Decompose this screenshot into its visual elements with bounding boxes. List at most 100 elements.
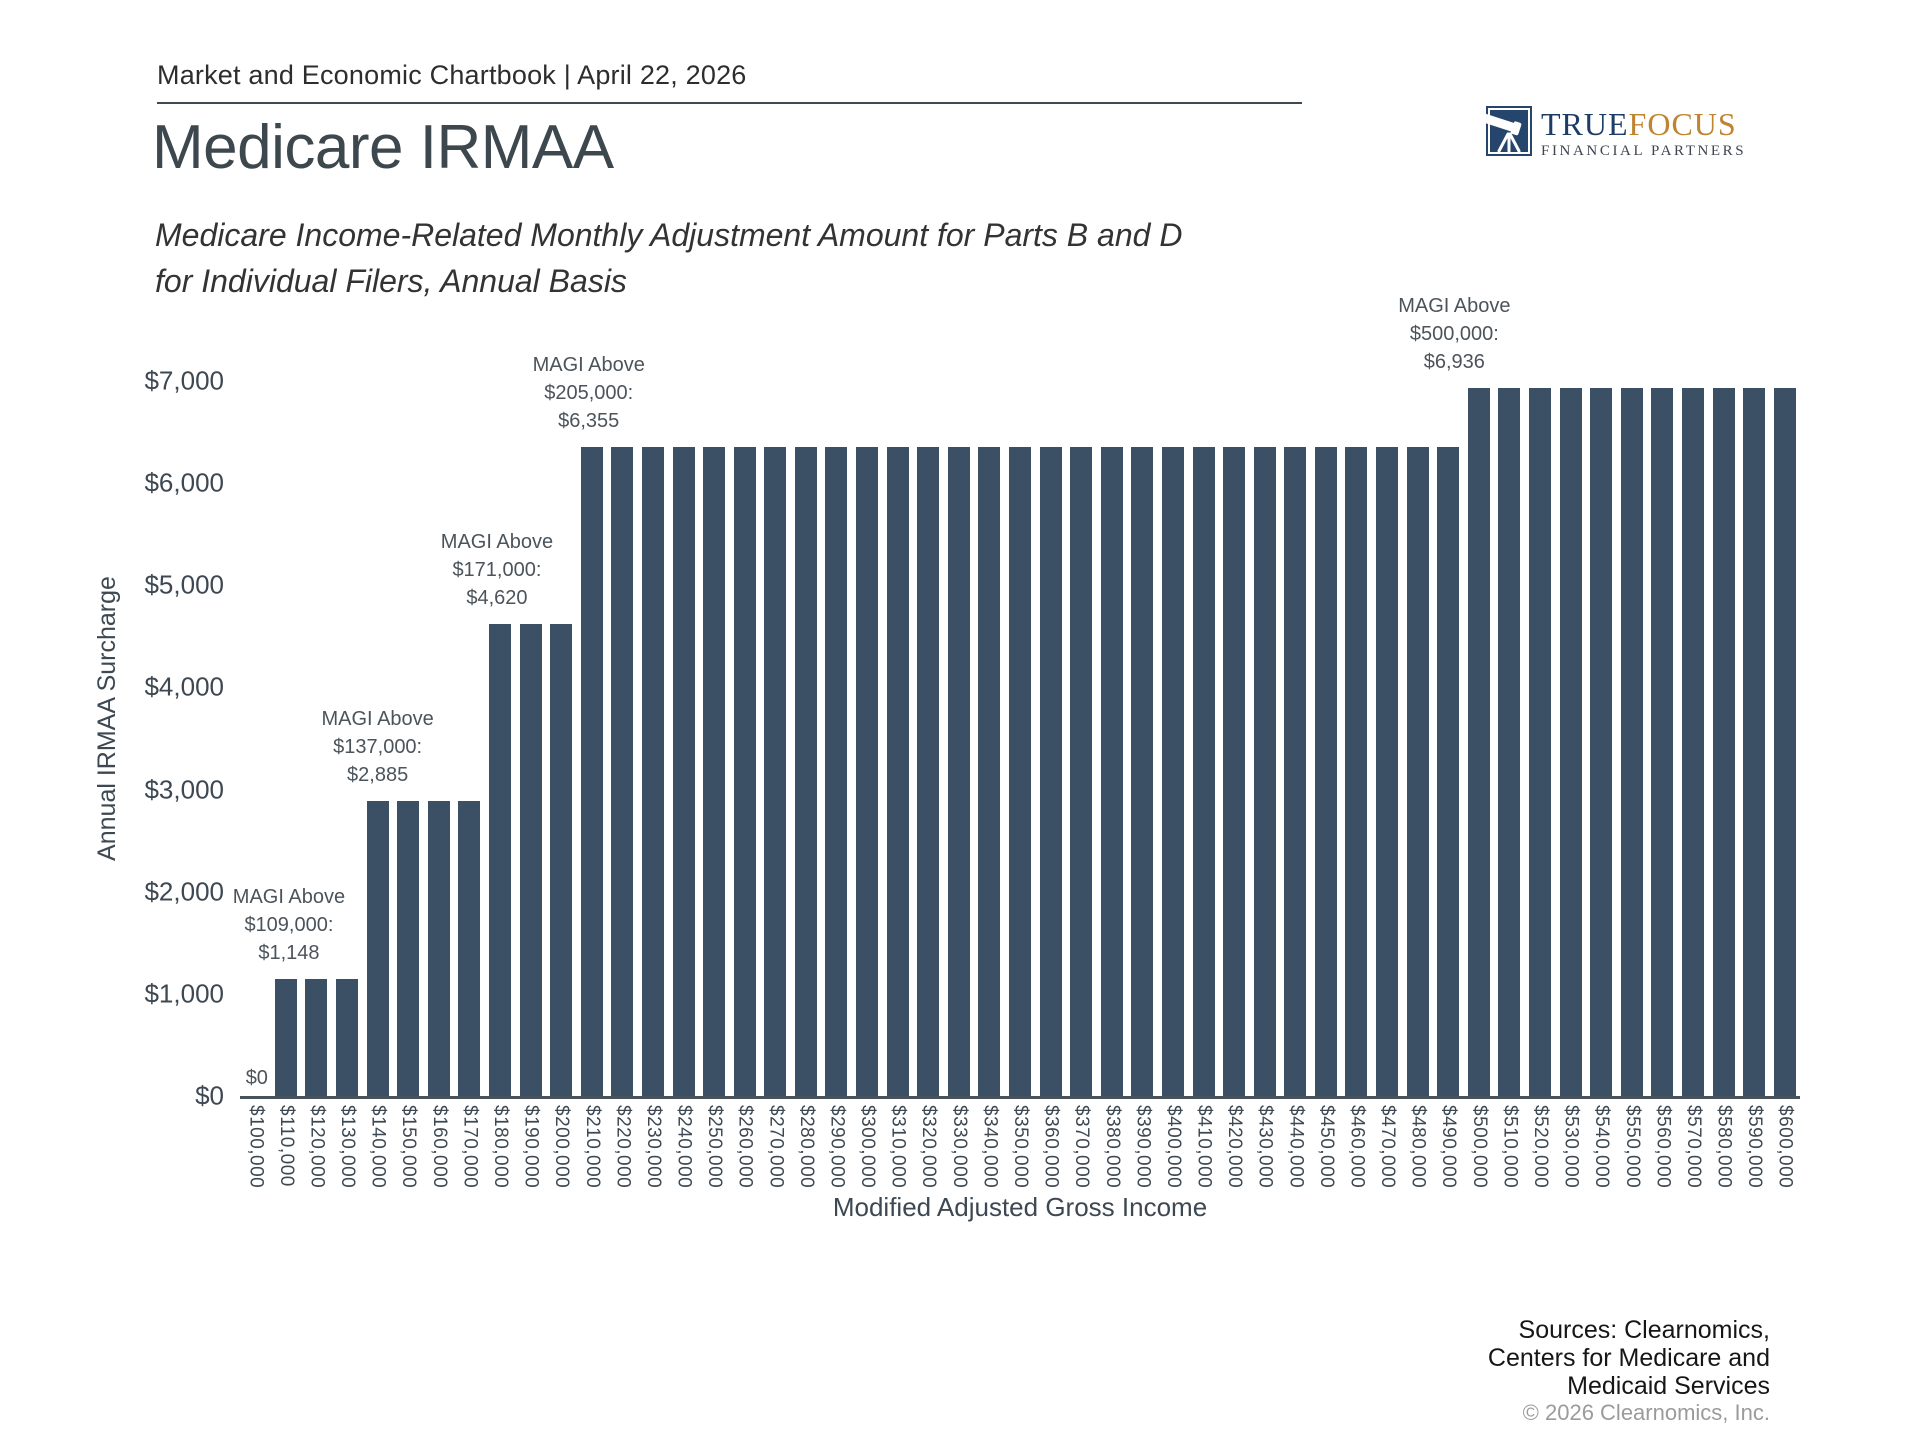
bar bbox=[1559, 387, 1582, 1096]
x-tick-label: $110,000 bbox=[275, 1105, 297, 1187]
y-tick-label: $3,000 bbox=[144, 774, 224, 805]
y-axis-title-wrap: Annual IRMAA Surcharge bbox=[92, 340, 122, 1096]
x-tick-label: $600,000 bbox=[1774, 1105, 1796, 1189]
x-tick-label: $260,000 bbox=[734, 1105, 756, 1189]
x-tick-label: $500,000 bbox=[1468, 1105, 1490, 1189]
page-subtitle-line2: for Individual Filers, Annual Basis bbox=[155, 263, 627, 300]
x-tick-label: $290,000 bbox=[826, 1105, 848, 1189]
bar bbox=[1651, 387, 1674, 1096]
x-axis-ticks: $100,000 $110,000 $120,000 $130,000 $140,000… bbox=[240, 1096, 1800, 1216]
x-tick-label: $120,000 bbox=[306, 1105, 328, 1189]
bar bbox=[1192, 446, 1215, 1096]
y-tick-label: $6,000 bbox=[144, 467, 224, 498]
bar bbox=[703, 446, 726, 1096]
bar bbox=[1498, 387, 1521, 1096]
x-tick-label: $450,000 bbox=[1315, 1105, 1337, 1189]
x-tick-label: $300,000 bbox=[857, 1105, 879, 1189]
y-axis-title: Annual IRMAA Surcharge bbox=[92, 575, 121, 861]
annotation-line: $1,148 bbox=[258, 941, 320, 964]
x-tick-label: $520,000 bbox=[1530, 1105, 1551, 1189]
x-tick-label: $410,000 bbox=[1193, 1105, 1215, 1189]
logo-text: TRUEFOCUS FINANCIAL PARTNERS bbox=[1541, 108, 1746, 160]
x-tick-label: $370,000 bbox=[1071, 1105, 1093, 1189]
annotation-line: $205,000: bbox=[544, 381, 634, 404]
bar bbox=[641, 446, 664, 1096]
x-tick-label: $580,000 bbox=[1713, 1105, 1735, 1189]
bar bbox=[733, 446, 756, 1096]
x-tick-label: $560,000 bbox=[1652, 1105, 1674, 1189]
x-tick-label: $550,000 bbox=[1621, 1105, 1643, 1189]
annotation-line: MAGI Above bbox=[321, 708, 434, 731]
y-tick-label: $1,000 bbox=[144, 978, 224, 1009]
bar bbox=[488, 624, 511, 1096]
x-tick-label: $240,000 bbox=[673, 1105, 695, 1189]
x-tick-label: $160,000 bbox=[428, 1105, 450, 1189]
x-tick-label: $320,000 bbox=[918, 1105, 940, 1189]
magi-annotation: MAGI Above $171,000: $4,620 bbox=[441, 528, 553, 612]
header-divider bbox=[157, 102, 1302, 104]
x-tick-label: $490,000 bbox=[1438, 1105, 1460, 1189]
bar bbox=[794, 446, 817, 1096]
annotation-line: $171,000: bbox=[452, 559, 542, 582]
bar bbox=[886, 446, 909, 1096]
x-tick-label: $570,000 bbox=[1682, 1105, 1704, 1189]
x-tick-label: $280,000 bbox=[795, 1105, 817, 1189]
x-tick-label: $200,000 bbox=[551, 1105, 573, 1189]
annotation-line: $6,936 bbox=[1423, 350, 1485, 373]
bar bbox=[1253, 446, 1276, 1096]
x-tick-label: $150,000 bbox=[398, 1105, 420, 1189]
bar bbox=[1681, 387, 1704, 1096]
annotation-line: $2,885 bbox=[347, 764, 409, 787]
x-tick-label: $100,000 bbox=[245, 1105, 267, 1189]
bar bbox=[1528, 387, 1551, 1096]
sources-line: Sources: Clearnomics, bbox=[1518, 1316, 1770, 1344]
x-tick-label: $230,000 bbox=[642, 1105, 664, 1189]
sources-block: Sources: Clearnomics, Centers for Medica… bbox=[1488, 1316, 1770, 1426]
x-tick-label: $340,000 bbox=[979, 1105, 1001, 1189]
annotation-line: MAGI Above bbox=[532, 353, 645, 376]
x-tick-label: $540,000 bbox=[1591, 1105, 1613, 1189]
magi-annotation: MAGI Above $500,000: $6,936 bbox=[1398, 292, 1510, 376]
x-tick-label: $380,000 bbox=[1101, 1105, 1123, 1189]
annotation-line: MAGI Above bbox=[440, 531, 554, 554]
bar bbox=[1008, 446, 1031, 1096]
bar bbox=[397, 801, 420, 1096]
x-tick-label: $330,000 bbox=[948, 1105, 970, 1189]
annotation-line: $109,000: bbox=[244, 913, 334, 936]
x-tick-label: $460,000 bbox=[1346, 1105, 1368, 1189]
annotation-line: MAGI Above bbox=[1398, 294, 1511, 317]
bar bbox=[1712, 387, 1735, 1096]
bar bbox=[458, 801, 481, 1096]
x-tick-label: $420,000 bbox=[1224, 1105, 1246, 1189]
bar bbox=[825, 446, 848, 1096]
bar bbox=[672, 446, 695, 1096]
x-tick-label: $130,000 bbox=[337, 1105, 359, 1189]
bar bbox=[856, 446, 879, 1096]
bar bbox=[1376, 446, 1399, 1096]
sources-line: Medicaid Services bbox=[1567, 1372, 1770, 1400]
x-tick-label: $510,000 bbox=[1499, 1105, 1521, 1189]
x-tick-label: $220,000 bbox=[612, 1105, 634, 1189]
bar bbox=[366, 801, 389, 1096]
x-tick-label: $190,000 bbox=[520, 1105, 542, 1189]
magi-annotation: MAGI Above $205,000: $6,355 bbox=[533, 351, 645, 435]
y-tick-label: $7,000 bbox=[144, 365, 224, 396]
bar bbox=[1070, 446, 1093, 1096]
y-tick-label: $5,000 bbox=[144, 569, 224, 600]
bar bbox=[550, 624, 573, 1096]
annotation-line: $500,000: bbox=[1409, 322, 1499, 345]
bar bbox=[1100, 446, 1123, 1096]
annotation-line: $6,355 bbox=[558, 409, 620, 432]
bar bbox=[917, 446, 940, 1096]
plot-area: Annual IRMAA Surcharge $0 $1,000 $2,000 $3,… bbox=[93, 295, 1800, 1222]
copyright: © 2026 Clearnomics, Inc. bbox=[1522, 1400, 1770, 1425]
bar bbox=[1161, 446, 1184, 1096]
x-tick-label: $480,000 bbox=[1407, 1105, 1429, 1189]
bar bbox=[1314, 446, 1337, 1096]
page-subtitle: Medicare Income-Related Monthly Adjustme… bbox=[155, 212, 1182, 305]
bar bbox=[1406, 446, 1429, 1096]
x-tick-label: $360,000 bbox=[1040, 1105, 1062, 1189]
bar bbox=[764, 446, 787, 1096]
chartbook-header: Market and Economic Chartbook | April 22… bbox=[157, 60, 747, 90]
bar bbox=[1345, 446, 1368, 1096]
